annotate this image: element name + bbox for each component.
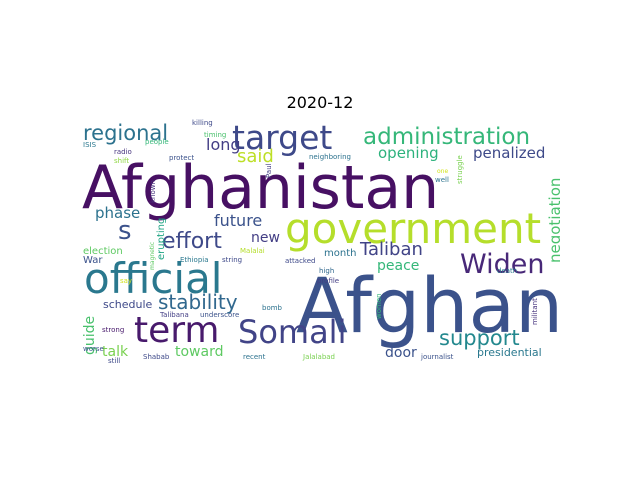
word-struggle: struggle <box>456 155 464 184</box>
word-future: future <box>214 211 263 230</box>
word-peace: peace <box>377 258 420 274</box>
word-death: death <box>497 267 518 275</box>
word-effort: effort <box>162 229 222 254</box>
word-presidential: presidential <box>477 346 542 359</box>
word-schedule: schedule <box>103 298 153 311</box>
word-killing: killing <box>192 119 213 127</box>
word-s: s <box>118 216 132 246</box>
word-recent: recent <box>243 353 266 361</box>
word-jalalabad: Jalalabad <box>303 353 335 361</box>
word-new: new <box>251 230 280 246</box>
word-penalized: penalized <box>473 144 546 162</box>
word-well: well <box>435 176 449 184</box>
word-underscore: underscore <box>200 311 240 319</box>
word-strong: strong <box>102 326 125 334</box>
word-known: known <box>149 180 157 203</box>
word-negotiation: negotiation <box>546 177 560 263</box>
word-somali: Somali <box>238 313 347 351</box>
word-phase: phase <box>95 204 141 222</box>
word-women: women <box>375 293 383 319</box>
word-talk: talk <box>102 344 129 360</box>
word-afghanistan: Afghanistan <box>82 153 440 223</box>
word-taliban: Taliban <box>360 239 423 260</box>
word-said: said <box>237 146 274 167</box>
word-malalai: Malalai <box>240 247 265 255</box>
word-one: one <box>437 168 449 175</box>
word-official: official <box>84 254 223 303</box>
word-election: election <box>83 246 123 257</box>
word-militant: militant <box>531 298 539 325</box>
word-bomb: bomb <box>262 304 282 312</box>
word-administration: administration <box>363 124 531 150</box>
word-profile: profile <box>317 277 340 285</box>
word-protect: protect <box>169 154 195 162</box>
word-afghan: Afghan <box>296 261 560 350</box>
word-journalist: journalist <box>421 353 454 361</box>
word-timing: timing <box>204 131 227 139</box>
word-cloud: Afghanistan Afghan government official t… <box>80 118 560 363</box>
word-worse: worse <box>83 345 104 353</box>
word-month: month <box>324 248 357 259</box>
word-widen: Widen <box>460 249 545 280</box>
word-regional: regional <box>83 121 169 145</box>
word-isis: ISIS <box>83 141 97 149</box>
word-talibana: Talibana <box>160 311 189 319</box>
word-neighboring: neighboring <box>309 153 351 161</box>
word-term: term <box>134 310 220 351</box>
word-attacked: attacked <box>285 257 316 265</box>
chart-title: 2020-12 <box>286 93 354 112</box>
word-radio: radio <box>114 148 132 156</box>
word-say: say <box>120 277 133 285</box>
word-toward: toward <box>175 344 224 360</box>
word-string: string <box>222 256 243 264</box>
word-opening: opening <box>378 144 439 162</box>
word-high: high <box>319 267 335 275</box>
word-target: target <box>232 118 333 157</box>
word-paul: Paul <box>265 163 273 178</box>
word-shift: shift <box>114 157 130 165</box>
word-people: people <box>145 138 169 146</box>
word-government: government <box>285 204 542 253</box>
word-erupting: erupting <box>156 217 167 260</box>
word-ethiopia: Ethiopia <box>180 256 209 264</box>
word-long: long <box>206 135 241 154</box>
word-war: War <box>83 255 103 266</box>
word-stability: stability <box>158 290 238 314</box>
word-door: door <box>385 345 417 361</box>
word-support: support <box>439 326 520 350</box>
word-shabab: Shabab <box>143 353 170 361</box>
word-still: still <box>108 357 121 364</box>
word-magnetic: magnetic <box>149 241 156 270</box>
